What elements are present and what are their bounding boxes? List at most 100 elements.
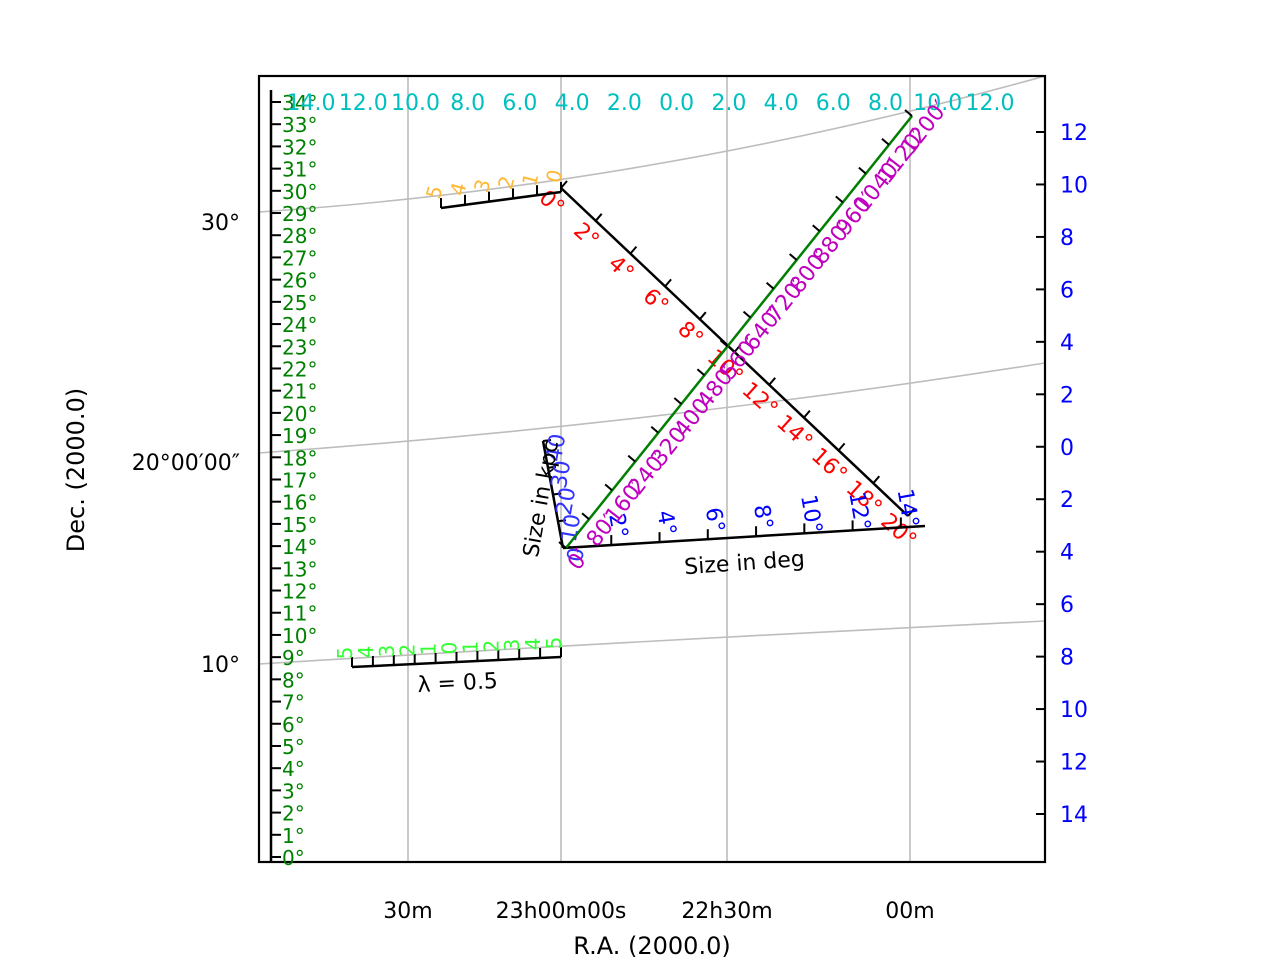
dec-inset-scale: 0°1°2°3°4°5°6°7°8°9°10°11°12°13°14°15°16… — [271, 91, 317, 870]
x-tick-labels: 30m 23h00m00s 22h30m 00m — [383, 899, 934, 924]
lambda-ruler-name: λ = 0.5 — [417, 669, 499, 698]
dec-inset-label: 15° — [282, 513, 317, 537]
dec-inset-label: 25° — [282, 291, 317, 315]
dec-inset-label: 3° — [282, 779, 305, 803]
arcmin-ruler-line — [565, 115, 913, 549]
x-tick-label: 22h30m — [681, 899, 772, 924]
x-tick-label: 30m — [383, 899, 432, 924]
diagonal-ruler-label: 14° — [771, 410, 817, 455]
dec-inset-label: 4° — [282, 757, 305, 781]
orange-ruler-label: 3 — [469, 177, 495, 196]
arcmin-ruler-tick — [835, 195, 844, 204]
top-inset-label: 0.0 — [659, 91, 694, 116]
kpc-ruler-tick — [542, 439, 552, 442]
dec-inset-label: 20° — [282, 402, 317, 426]
arcmin-ruler-tick — [812, 224, 821, 232]
deg-ruler-label: 8° — [748, 503, 777, 532]
deg-ruler-line — [562, 524, 926, 550]
arcmin-ruler-tick — [673, 397, 682, 405]
dec-inset-label: 31° — [282, 158, 317, 182]
dec-inset-label: 14° — [282, 535, 317, 559]
top-inset-scale: 14.0 12.0 10.0 8.0 6.0 4.0 2.0 0.0 2.0 4.0 6.0 8.0 1… — [287, 91, 1015, 116]
dec-inset-label: 19° — [282, 424, 317, 448]
dec-inset-label: 2° — [282, 802, 305, 826]
diagonal-ruler-tick — [629, 245, 638, 255]
dec-inset-label: 7° — [282, 691, 305, 715]
dec-inset-label: 8° — [282, 668, 305, 692]
deg-ruler-name: Size in deg — [683, 547, 805, 580]
diagonal-ruler-tick — [768, 377, 776, 386]
diagonal-ruler-label: 16° — [806, 443, 852, 488]
arcmin-ruler-tick — [858, 166, 867, 175]
top-inset-label: 6.0 — [816, 91, 851, 116]
x-tick-label: 00m — [885, 899, 934, 924]
deg-ruler-label: 6° — [700, 506, 729, 535]
arcmin-ruler-tick — [581, 512, 590, 520]
kpc-ruler-tick — [547, 465, 557, 469]
lambda-ruler-label: 0 — [438, 642, 462, 655]
dec-inset-label: 28° — [282, 224, 317, 248]
top-inset-label: 4.0 — [764, 91, 799, 116]
dec-inset-label: 22° — [282, 357, 317, 381]
orange-ruler-label: 0 — [541, 167, 567, 186]
right-inset-label: 0 — [1060, 436, 1074, 461]
dec-inset-label: 9° — [282, 646, 305, 670]
arcmin-ruler-tick — [627, 454, 636, 463]
deg-ruler-label: 4° — [651, 509, 680, 538]
right-inset-label: 2 — [1060, 488, 1074, 513]
dec-inset-label: 32° — [282, 135, 317, 159]
top-inset-label: 12.0 — [339, 91, 388, 116]
right-inset-label: 10 — [1060, 698, 1088, 723]
diagonal-ruler-tick — [803, 409, 811, 419]
dec-inset-label: 10° — [282, 624, 317, 648]
dec-inset-label: 27° — [282, 246, 317, 270]
dec-inset-label: 26° — [282, 269, 317, 293]
dec-inset-label: 29° — [282, 202, 317, 226]
orange-ruler-label: 2 — [493, 173, 519, 192]
dec-inset-label: 23° — [282, 335, 317, 359]
dec-grid-line — [259, 620, 1045, 665]
kpc-ruler-label: 40 — [542, 432, 571, 464]
dec-inset-label: 21° — [282, 380, 317, 404]
y-tick-labels: 10° 20°00′00″ 30° — [132, 211, 240, 678]
deg-ruler-label: 10° — [795, 493, 826, 536]
y-tick-label: 30° — [201, 211, 240, 236]
lambda-ruler-label: 2 — [396, 644, 420, 657]
arcmin-ruler-tick — [558, 541, 567, 549]
lambda-ruler-label: 2 — [479, 640, 503, 653]
plot-frame — [257, 74, 1047, 864]
kpc-ruler-tick — [557, 519, 567, 523]
arcmin-ruler-tick — [904, 109, 913, 117]
right-inset-label: 6 — [1060, 278, 1074, 303]
deg-ruler-label: 12° — [843, 490, 874, 533]
top-inset-label: 8.0 — [450, 91, 485, 116]
top-inset-label: 8.0 — [868, 91, 903, 116]
kpc-ruler-label: 30 — [547, 459, 576, 491]
dec-inset-label: 18° — [282, 446, 317, 470]
diagonal-ruler-tick — [594, 213, 603, 222]
kpc-ruler-tick — [552, 492, 562, 496]
diagonal-ruler-tick — [664, 278, 672, 288]
dec-inset-label: 11° — [282, 602, 317, 626]
top-inset-label: 6.0 — [502, 91, 537, 116]
arcmin-ruler-tick — [719, 339, 729, 348]
dec-inset-label: 12° — [282, 580, 317, 604]
dec-inset-label: 0° — [282, 846, 305, 870]
top-inset-label: 14.0 — [287, 91, 336, 116]
deg-ruler-label: 2° — [603, 511, 632, 540]
dec-inset-label: 17° — [282, 469, 317, 493]
arcmin-ruler-tick — [765, 282, 775, 290]
lambda-ruler-label: 4 — [521, 638, 545, 651]
dec-inset-label: 1° — [282, 824, 305, 848]
top-inset-label: 2.0 — [607, 91, 642, 116]
orange-ruler-label: 5 — [421, 183, 447, 202]
dec-grid-line — [259, 76, 1045, 213]
top-inset-label: 10.0 — [913, 91, 962, 116]
y-axis-title: Dec. (2000.0) — [62, 388, 90, 552]
arcmin-ruler-tick — [881, 138, 890, 146]
orange-ruler-line — [440, 190, 562, 210]
x-tick-label: 23h00m00s — [496, 899, 627, 924]
dec-inset-label: 13° — [282, 557, 317, 581]
kpc-ruler-label: 0 — [563, 546, 590, 564]
